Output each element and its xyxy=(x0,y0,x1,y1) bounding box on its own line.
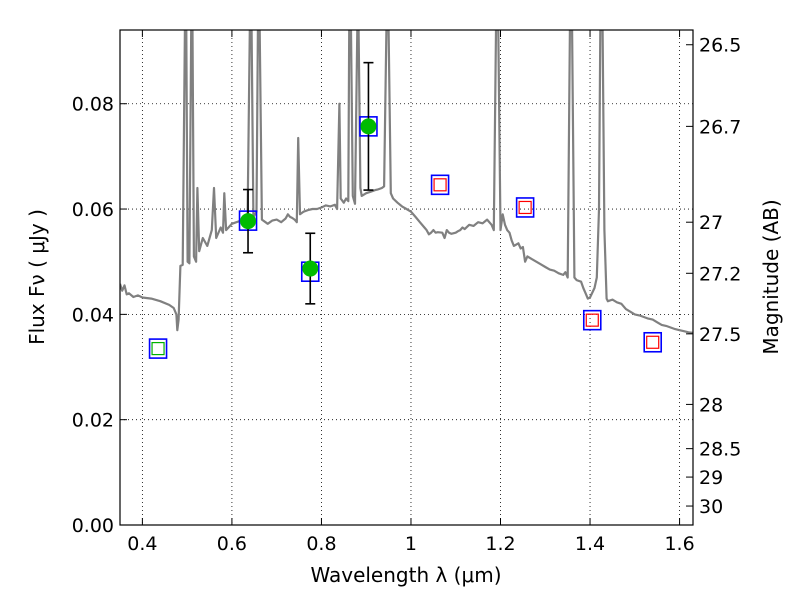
markers-layer xyxy=(148,61,663,359)
axes xyxy=(119,29,694,526)
model-band-flux-marker xyxy=(430,174,450,196)
y2-axis-label: Magnitude (AB) xyxy=(759,199,783,354)
y-tick-label: 0.02 xyxy=(72,410,114,432)
grid-lines xyxy=(120,30,693,526)
y2-tick-label: 26.5 xyxy=(699,35,741,57)
model-band-flux-marker xyxy=(582,309,602,331)
model-band-flux-marker xyxy=(148,338,168,359)
y2-tick-label: 27.5 xyxy=(699,324,741,346)
upper-limit-marker xyxy=(585,313,599,327)
model-band-flux-marker xyxy=(515,197,535,218)
y2-tick-label: 27.2 xyxy=(699,263,741,285)
x-tick-label: 1.2 xyxy=(485,533,515,555)
y-tick-label: 0.04 xyxy=(72,304,114,326)
y2-tick-label: 30 xyxy=(699,496,723,518)
upper-limit-marker xyxy=(646,335,660,349)
tick-labels: 0.4 0.6 0.8 1 1.2 1.4 1.6 0.00 0.02 0.04 0.06 0.08 2… xyxy=(72,35,742,555)
x-tick-label: 0.6 xyxy=(217,533,247,555)
upper-limit-marker xyxy=(433,178,447,192)
x-tick-label: 0.4 xyxy=(127,533,157,555)
y-tick-label: 0.06 xyxy=(72,199,114,221)
observed-flux-point xyxy=(302,260,319,277)
x-tick-label: 1.6 xyxy=(664,533,694,555)
y2-tick-label: 28 xyxy=(699,394,723,416)
observed-flux-point xyxy=(240,213,257,230)
plot-frame xyxy=(119,29,694,526)
upper-limit-marker xyxy=(518,200,532,215)
x-tick-label: 1.4 xyxy=(575,533,605,555)
y2-tick-label: 28.5 xyxy=(699,439,741,461)
y2-tick-label: 26.7 xyxy=(699,116,741,138)
y2-tick-label: 29 xyxy=(699,467,723,489)
observed-flux-point xyxy=(360,118,377,135)
x-tick-label: 1 xyxy=(405,533,417,555)
x-axis-label: Wavelength λ (μm) xyxy=(310,563,501,587)
non-detection-marker xyxy=(151,341,165,356)
x-tick-label: 0.8 xyxy=(306,533,336,555)
y-tick-label: 0.00 xyxy=(72,515,114,537)
y-tick-label: 0.08 xyxy=(72,94,114,116)
model-sed-series xyxy=(120,30,693,334)
model-sed-line xyxy=(120,30,693,334)
y2-tick-label: 27 xyxy=(699,212,723,234)
model-band-flux-marker xyxy=(643,331,663,353)
y-axis-label: Flux Fν ( μJy ) xyxy=(25,209,49,345)
